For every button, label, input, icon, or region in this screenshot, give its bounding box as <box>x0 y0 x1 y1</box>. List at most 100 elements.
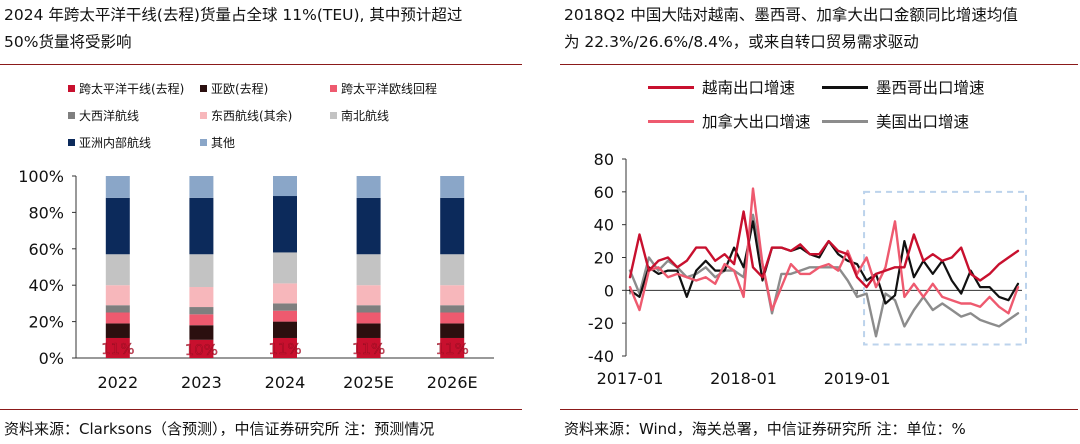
left-y-tick-label: 0% <box>39 349 64 368</box>
left-y-tick-label: 40% <box>28 276 64 295</box>
bar-data-label: 11% <box>436 340 469 358</box>
bar-segment <box>356 176 381 198</box>
highlight-box <box>863 190 1027 346</box>
bar-data-label: 11% <box>101 340 134 358</box>
left-legend-label-7: 其他 <box>211 136 236 150</box>
left-legend-item-6: 亚洲内部航线 <box>68 134 151 151</box>
left-x-tick-label: 2025E <box>343 373 394 392</box>
right-title-divider <box>560 64 1078 65</box>
right-y-tick-label: 40 <box>594 216 614 235</box>
bar-segment <box>440 337 465 358</box>
left-chart-panel: 2024 年跨太平洋干线(去程)货量占全球 11%(TEU), 其中预计超过 5… <box>0 0 524 444</box>
series-line-2 <box>628 187 1020 315</box>
right-legend-item-3: 美国出口增速 <box>822 110 969 132</box>
right-y-tick-label: -40 <box>588 347 614 366</box>
left-legend-label-5: 南北航线 <box>341 109 390 123</box>
right-chart-title: 2018Q2 中国大陆对越南、墨西哥、加拿大出口金额同比增速均值 为 22.3%… <box>564 2 1080 56</box>
right-y-tick-label: -20 <box>588 314 614 333</box>
bar-segment <box>273 283 297 304</box>
left-x-tick-label: 2022 <box>97 373 138 392</box>
right-legend-swatch-2 <box>648 119 694 123</box>
right-y-tick-label: 0 <box>604 281 614 300</box>
bar-segment <box>440 323 465 338</box>
right-legend-swatch-0 <box>648 85 694 89</box>
left-legend-swatch-0 <box>68 85 75 92</box>
bar-segment <box>440 305 465 313</box>
left-legend-label-4: 东西航线(其余) <box>211 109 293 123</box>
bar-segment <box>105 312 130 324</box>
left-legend-item-5: 南北航线 <box>330 107 389 124</box>
right-y-tick-label: 60 <box>594 183 614 202</box>
left-y-tick-label: 60% <box>28 240 64 259</box>
left-legend-item-4: 东西航线(其余) <box>200 107 292 124</box>
bar-segment <box>440 312 465 324</box>
bar-segment <box>189 339 214 358</box>
right-legend-label-0: 越南出口增速 <box>702 79 796 97</box>
right-legend-label-3: 美国出口增速 <box>876 113 970 131</box>
line-chart: -40 -20 0 20 40 60 80 2017-01 2018-01 2019-01 <box>588 150 1027 388</box>
bar-segment <box>356 254 381 286</box>
left-y-tick-label: 20% <box>28 313 64 332</box>
bar-segment <box>273 310 297 322</box>
series-line-3 <box>628 213 1020 338</box>
left-legend-label-6: 亚洲内部航线 <box>79 136 152 150</box>
bar-data-label: 10% <box>185 341 218 359</box>
left-legend-label-1: 亚欧(去程) <box>211 82 269 96</box>
right-x-tick-label: 2017-01 <box>597 369 664 388</box>
bar-segment <box>440 254 465 286</box>
right-x-tick-label: 2018-01 <box>710 369 777 388</box>
left-legend-item-3: 大西洋航线 <box>68 107 139 124</box>
bar-segment <box>356 337 381 358</box>
bar-segment <box>189 287 214 308</box>
bar-segment <box>189 325 214 340</box>
left-legend-label-0: 跨太平洋干线(去程) <box>79 82 185 96</box>
right-legend-swatch-3 <box>822 119 868 123</box>
bar-segment <box>273 252 297 284</box>
bar-segment <box>189 307 214 315</box>
right-y-tick-label: 80 <box>594 150 614 169</box>
bar-segment <box>105 323 130 338</box>
left-legend-item-2: 跨太平洋欧线回程 <box>330 80 437 97</box>
left-title-line-2: 50%货量将受影响 <box>4 33 132 51</box>
bar-segment <box>105 176 130 198</box>
bar-segment <box>189 254 214 288</box>
left-x-tick-label: 2026E <box>427 373 478 392</box>
left-legend-swatch-5 <box>330 112 337 119</box>
bar-segment <box>440 285 465 306</box>
bar-segment <box>356 312 381 324</box>
left-legend-swatch-3 <box>68 112 75 119</box>
bar-segment <box>105 305 130 313</box>
left-legend-swatch-6 <box>68 139 75 146</box>
bar-segment <box>356 285 381 306</box>
bar-segment <box>105 197 130 255</box>
bar-segment <box>273 337 297 358</box>
bar-segment <box>105 337 130 358</box>
left-legend-swatch-4 <box>200 112 207 119</box>
right-legend-item-2: 加拿大出口增速 <box>648 110 811 132</box>
bar-segment <box>189 314 214 326</box>
left-title-line-1: 2024 年跨太平洋干线(去程)货量占全球 11%(TEU), 其中预计超过 <box>4 6 463 24</box>
bar-segment <box>356 197 381 255</box>
right-y-tick-label: 20 <box>594 249 614 268</box>
bar-segment <box>189 197 214 255</box>
left-legend-swatch-7 <box>200 139 207 146</box>
bar-segment <box>189 176 214 198</box>
right-x-tick-label: 2019-01 <box>824 369 891 388</box>
right-legend-label-2: 加拿大出口增速 <box>702 113 811 131</box>
series-line-0 <box>628 210 1020 289</box>
series-line-1 <box>628 220 1020 305</box>
left-source-note: 资料来源：Clarksons（含预测），中信证券研究所 注：预测情况 <box>4 420 435 438</box>
right-legend-item-1: 墨西哥出口增速 <box>822 76 985 98</box>
left-legend-swatch-1 <box>200 85 207 92</box>
right-legend-label-1: 墨西哥出口增速 <box>876 79 985 97</box>
left-x-tick-label: 2024 <box>265 373 306 392</box>
bar-segment <box>273 196 297 253</box>
right-source-note: 资料来源：Wind，海关总署，中信证券研究所 注：单位：% <box>564 420 966 438</box>
left-title-divider <box>0 64 522 65</box>
left-y-tick-label: 80% <box>28 203 64 222</box>
bar-segment <box>273 303 297 311</box>
left-source-divider <box>0 409 522 410</box>
left-y-tick-label: 100% <box>18 167 64 186</box>
bar-segment <box>105 254 130 286</box>
left-legend-item-0: 跨太平洋干线(去程) <box>68 80 184 97</box>
